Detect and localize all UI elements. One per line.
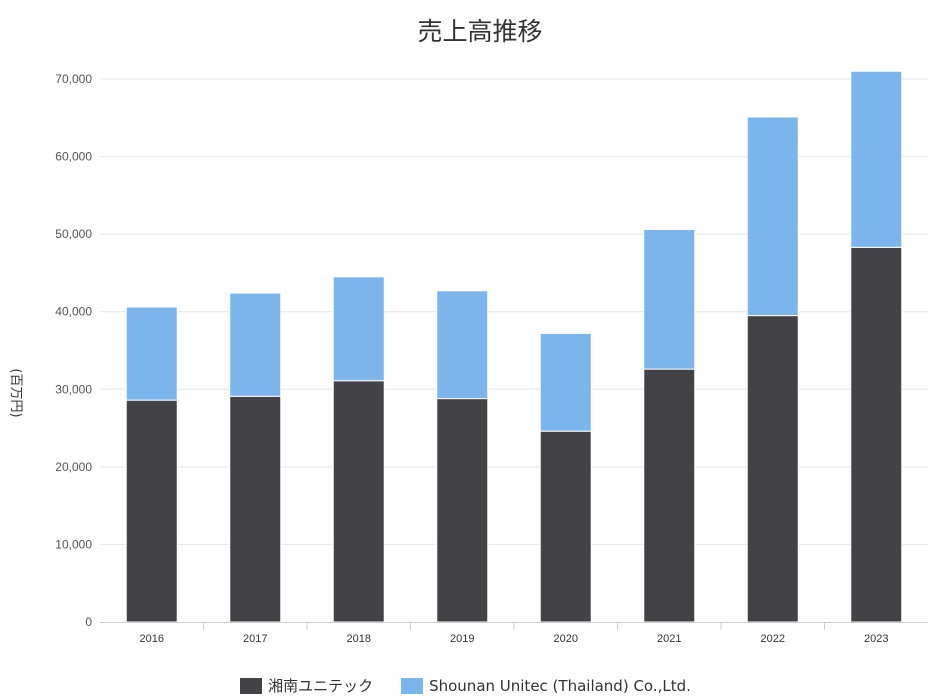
bar-shonan[interactable] bbox=[229, 395, 282, 623]
x-tick-label: 2019 bbox=[450, 633, 474, 645]
bar-shonan[interactable] bbox=[125, 399, 178, 623]
legend-swatch bbox=[401, 677, 424, 694]
bar-thailand[interactable] bbox=[229, 292, 282, 397]
legend-item-thailand[interactable]: Shounan Unitec (Thailand) Co.,Ltd. bbox=[401, 677, 691, 695]
bar-thailand[interactable] bbox=[539, 332, 592, 432]
x-tick-label: 2023 bbox=[864, 633, 888, 645]
bars bbox=[125, 70, 903, 623]
x-tick-label: 2017 bbox=[243, 633, 267, 645]
legend: 湘南ユニテック Shounan Unitec (Thailand) Co.,Lt… bbox=[0, 675, 931, 696]
x-tick-label: 2018 bbox=[347, 633, 371, 645]
bar-shonan[interactable] bbox=[436, 398, 489, 623]
y-tick-label: 30,000 bbox=[55, 382, 92, 396]
legend-label: 湘南ユニテック bbox=[268, 677, 374, 695]
y-tick-label: 40,000 bbox=[55, 305, 92, 319]
bar-thailand[interactable] bbox=[436, 290, 489, 400]
x-tick-label: 2021 bbox=[657, 633, 681, 645]
x-tick-label: 2020 bbox=[554, 633, 578, 645]
y-axis-ticks: 0 10,000 20,000 30,000 40,000 50,000 60,000 70,… bbox=[55, 72, 92, 629]
y-tick-label: 20,000 bbox=[55, 460, 92, 474]
bar-shonan[interactable] bbox=[539, 430, 592, 623]
bar-thailand[interactable] bbox=[643, 228, 696, 370]
x-tick-label: 2022 bbox=[761, 633, 785, 645]
legend-item-shonan[interactable]: 湘南ユニテック bbox=[240, 675, 373, 696]
legend-swatch bbox=[240, 677, 263, 694]
y-tick-label: 0 bbox=[85, 615, 92, 629]
bar-shonan[interactable] bbox=[643, 368, 696, 623]
bar-shonan[interactable] bbox=[746, 315, 799, 623]
y-axis-label: (百万円) bbox=[8, 368, 23, 417]
y-tick-label: 10,000 bbox=[55, 537, 92, 551]
x-tick-label: 2016 bbox=[140, 633, 164, 645]
legend-label: Shounan Unitec (Thailand) Co.,Ltd. bbox=[429, 676, 691, 695]
chart-title: 売上高推移 bbox=[417, 17, 542, 46]
x-axis: 2016 2017 2018 2019 2020 2021 2022 2023 bbox=[100, 622, 928, 645]
bar-thailand[interactable] bbox=[125, 306, 178, 401]
grid-lines bbox=[100, 78, 928, 545]
bar-shonan[interactable] bbox=[332, 380, 385, 623]
bar-shonan[interactable] bbox=[850, 246, 903, 623]
bar-thailand[interactable] bbox=[332, 276, 385, 382]
y-tick-label: 70,000 bbox=[55, 72, 92, 86]
y-tick-label: 50,000 bbox=[55, 227, 92, 241]
bar-thailand[interactable] bbox=[850, 70, 903, 248]
y-tick-label: 60,000 bbox=[55, 150, 92, 164]
bar-thailand[interactable] bbox=[746, 116, 799, 317]
